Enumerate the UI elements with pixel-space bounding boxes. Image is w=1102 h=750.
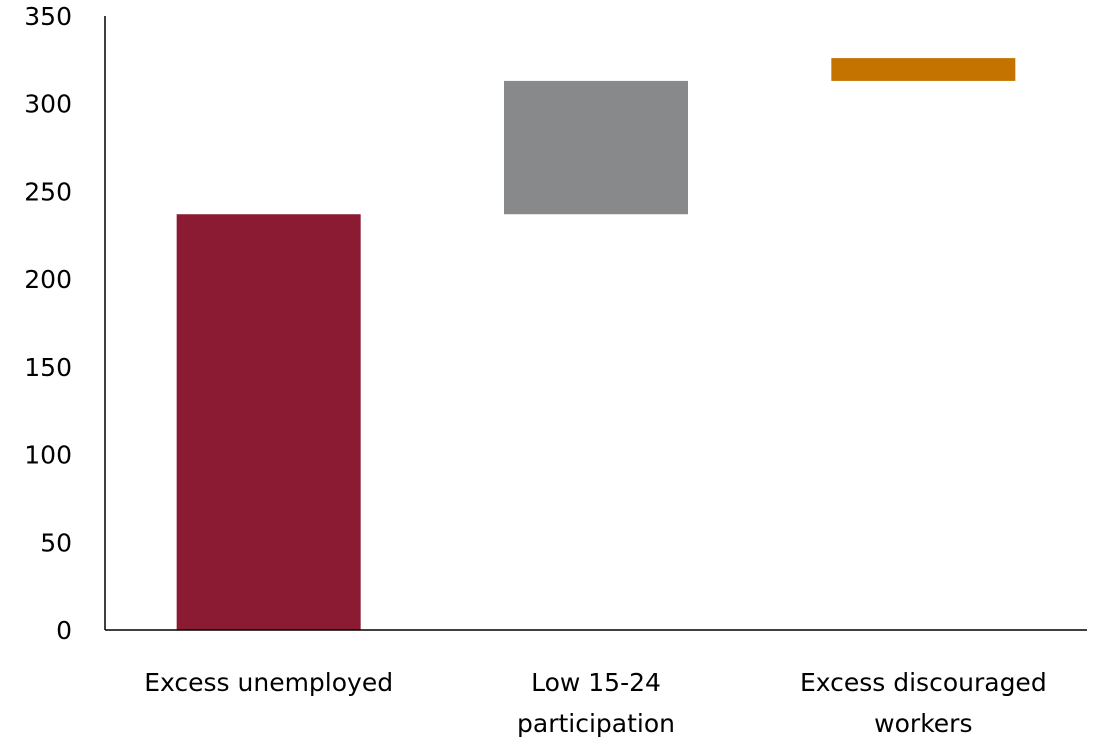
bar xyxy=(504,80,688,215)
x-category-label-line: Low 15-24 xyxy=(531,668,661,697)
x-category-label-line: Excess unemployed xyxy=(144,668,393,697)
x-category-labels: Excess unemployed Low 15-24 participation E… xyxy=(144,668,1046,738)
y-tick-label: 350 xyxy=(24,2,72,31)
y-tick-labels: 0 50 100 150 200 250 300 350 xyxy=(24,2,72,645)
y-tick-label: 50 xyxy=(40,528,72,557)
axes-layer xyxy=(104,16,1087,631)
bar xyxy=(176,214,361,630)
x-category-label: Low 15-24 participation xyxy=(517,668,675,738)
bars-layer xyxy=(176,58,1016,630)
y-tick-label: 250 xyxy=(24,177,72,206)
y-tick-label: 0 xyxy=(56,616,72,645)
y-tick-label: 300 xyxy=(24,90,72,119)
y-tick-label: 200 xyxy=(24,265,72,294)
y-tick-label: 100 xyxy=(24,441,72,470)
x-category-label-line: participation xyxy=(517,709,675,738)
x-category-label-line: workers xyxy=(874,709,972,738)
x-category-label: Excess discouraged workers xyxy=(800,668,1047,738)
y-tick-label: 150 xyxy=(24,353,72,382)
x-category-label-line: Excess discouraged xyxy=(800,668,1047,697)
x-category-label: Excess unemployed xyxy=(144,668,393,697)
bar xyxy=(831,58,1016,81)
